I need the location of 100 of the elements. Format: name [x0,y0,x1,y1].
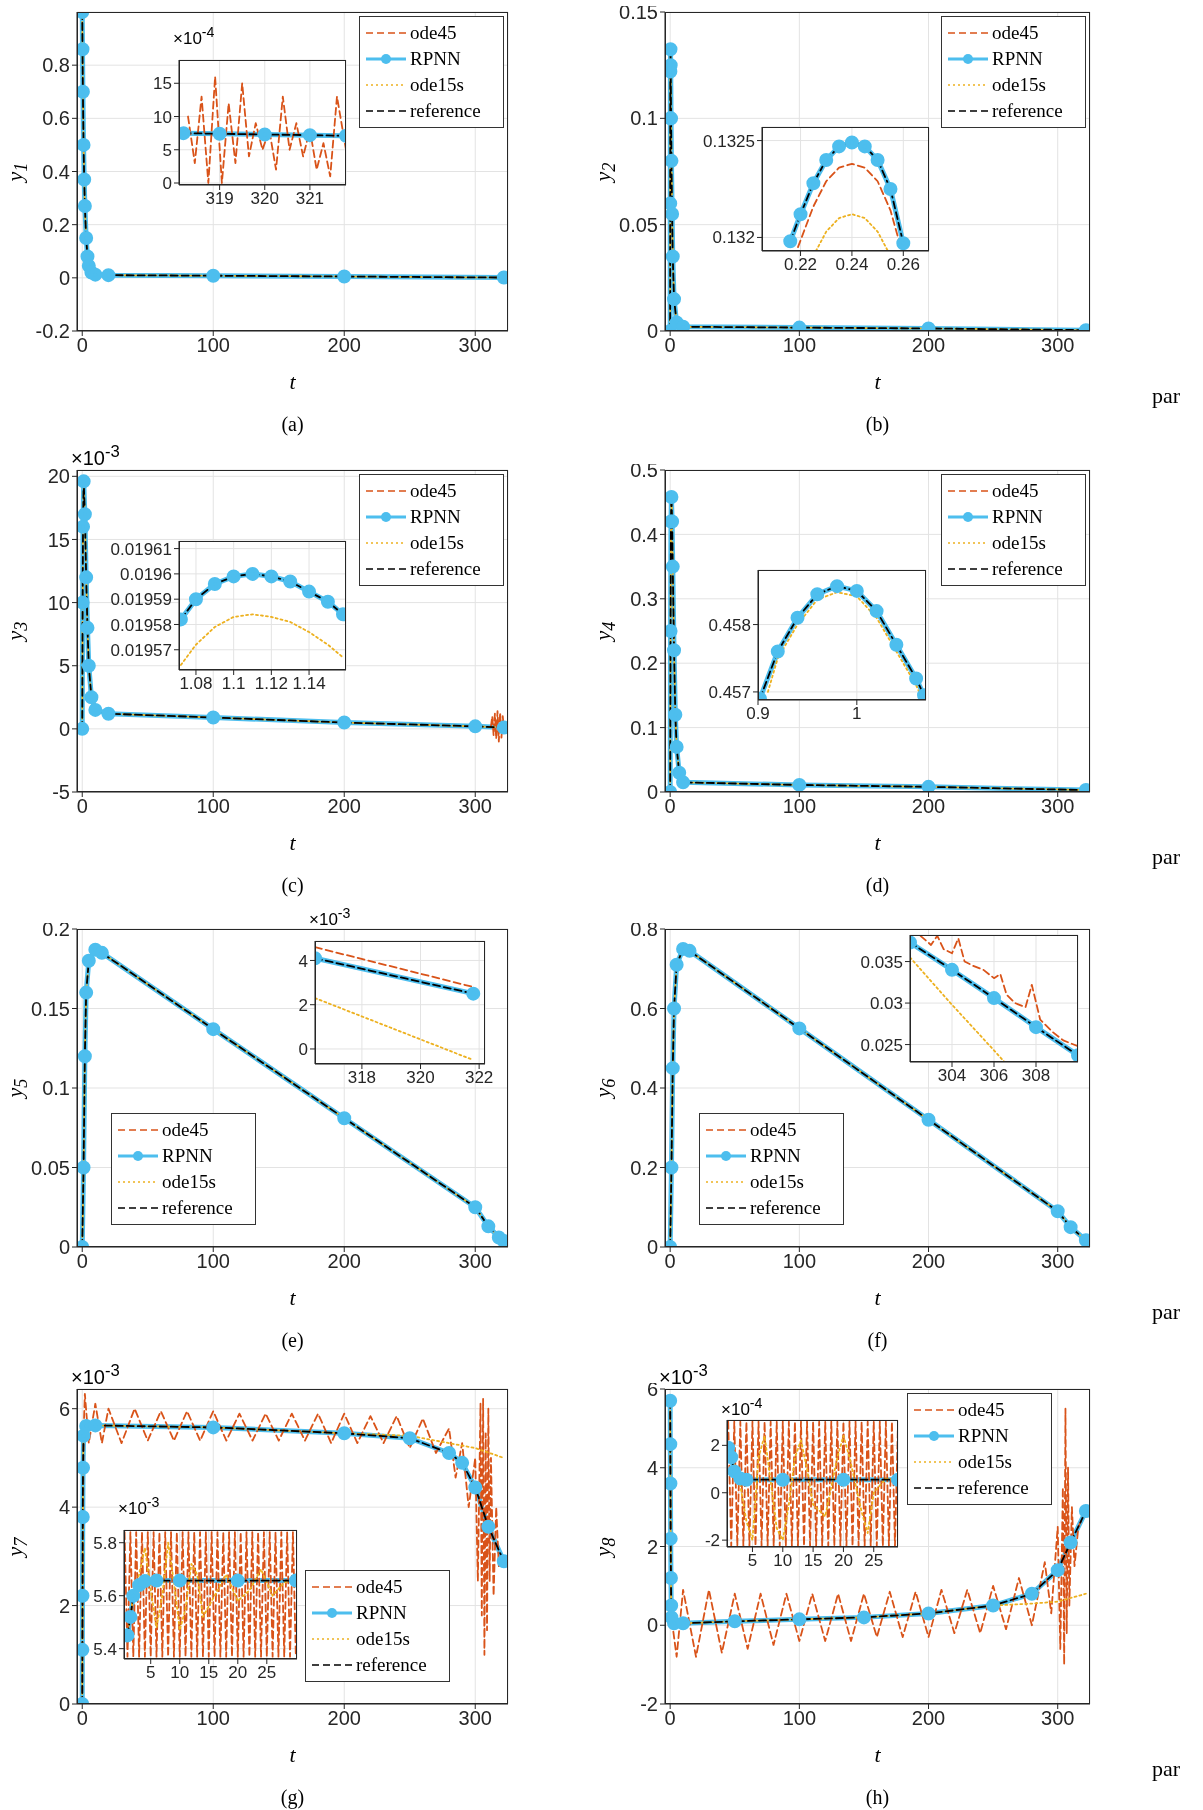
x-axis-title: t [873,369,882,395]
text: par [1152,844,1181,870]
legend-label: ode15s [750,1171,804,1193]
y-tick-label: -5 [52,781,70,804]
legend-label: RPNN [750,1145,801,1167]
x-tick-label: 0 [76,334,88,357]
legend-label: reference [410,100,481,122]
y-tick-label: 0.01957 [110,640,172,660]
text: ×10$^{-3}$ [71,442,120,470]
x-tick-label: 318 [347,1068,377,1088]
y-tick-label: 5.6 [93,1586,117,1606]
text: (g) [279,1786,306,1809]
legend-label: ode45 [958,1399,1005,1421]
x-axis-title: t [288,830,297,856]
legend-label: ode45 [356,1576,403,1598]
x-tick-label: 1.08 [179,674,213,694]
text: (e) [280,1329,305,1352]
x-axis-title: t [873,1742,882,1768]
y-tick-label: 0 [58,1236,70,1259]
x-tick-label: 0.24 [835,255,869,275]
y-tick-label: 0.01958 [110,615,172,635]
y-tick-label: 0.1 [42,1077,70,1100]
x-tick-label: 1.14 [292,674,326,694]
y-tick-label: 4 [298,951,308,971]
x-tick-label: 20 [228,1663,248,1683]
legend-label: RPNN [410,48,461,70]
y-tick-label: 0.025 [860,1035,903,1055]
y-tick-label: 0.035 [860,952,903,972]
y-tick-label: 10 [153,107,172,127]
y-tick-label: 0.4 [42,160,70,183]
x-tick-label: 100 [782,1250,817,1273]
x-tick-label: 320 [406,1068,435,1088]
x-tick-label: 0.22 [783,255,818,275]
x-tick-label: 100 [196,1707,230,1730]
legend-label: ode45 [410,22,457,44]
legend-label: ode15s [410,532,464,554]
legend-label: reference [162,1197,233,1219]
x-tick-label: 300 [1041,795,1075,818]
annotation: ×10$^{-3}$ [118,1494,160,1519]
legend-label: ode15s [162,1171,216,1193]
legend-label: ode15s [410,74,464,96]
legend-label: RPNN [958,1425,1009,1447]
x-axis-title: t [288,1742,297,1768]
legend-label: ode15s [992,74,1046,96]
legend-label: reference [992,100,1063,122]
y-tick-label: 2 [298,995,308,1015]
y-tick-label: -2 [704,1531,720,1551]
text: (c) [280,874,305,897]
y-tick-label: 0.2 [630,1156,658,1179]
text: ×10$^{-3}$ [309,905,351,930]
text: (f) [866,1329,889,1352]
y-tick-label: 0 [646,1236,658,1259]
legend-label: RPNN [992,506,1043,528]
annotation: ×10$^{-4}$ [721,1395,763,1420]
y-tick-label: 0.5 [630,459,658,482]
y-tick-label: 0.05 [31,1156,70,1179]
legend-label: ode45 [162,1119,209,1141]
y-tick-label: 0 [646,320,658,343]
x-axis-title: t [288,369,297,395]
x-tick-label: 200 [911,795,946,818]
y-tick-label: 0.01959 [110,590,172,610]
x-tick-label: 0.9 [746,704,770,724]
x-tick-label: 0 [664,334,676,357]
text: (b) [864,413,891,436]
x-tick-label: 200 [911,334,946,357]
legend-label: RPNN [162,1145,213,1167]
y-tick-label: 2 [58,1594,70,1617]
x-tick-label: 100 [196,1250,230,1273]
x-tick-label: 1.1 [221,674,246,694]
text: ×10$^{-3}$ [659,1361,708,1389]
legend-label: reference [410,558,481,580]
x-tick-label: 300 [1041,1707,1075,1730]
y-tick-label: 0.03 [869,994,903,1014]
y-tick-label: 15 [153,74,172,94]
x-tick-label: 0 [664,795,676,818]
y-tick-label: 0.4 [630,523,658,546]
y-tick-label: 0 [58,1693,70,1716]
y-tick-label: 0.1325 [703,131,755,151]
x-tick-label: 0.26 [886,255,920,275]
y-tick-label: 6 [646,1378,658,1401]
legend-label: RPNN [356,1602,407,1624]
x-tick-label: 200 [911,1707,946,1730]
x-tick-label: 200 [327,334,361,357]
x-tick-label: 15 [803,1551,823,1571]
y-tick-label: 0.4 [630,1077,658,1100]
y-tick-label: 0 [162,174,172,194]
text: par [1152,1299,1181,1325]
y-tick-label: 4 [58,1496,70,1519]
y-tick-label: 0.2 [42,213,70,236]
x-tick-label: 20 [833,1551,853,1571]
y-tick-label: 5 [58,654,70,677]
y-tick-label: 0.0196 [120,564,172,584]
x-tick-label: 0 [76,795,88,818]
x-axis-title: t [288,1285,297,1311]
x-tick-label: 200 [327,795,361,818]
y-tick-label: 0 [646,1614,658,1637]
x-tick-label: 200 [327,1250,361,1273]
y-tick-label: 15 [47,528,70,551]
x-tick-label: 25 [864,1551,884,1571]
x-tick-label: 0 [664,1250,676,1273]
